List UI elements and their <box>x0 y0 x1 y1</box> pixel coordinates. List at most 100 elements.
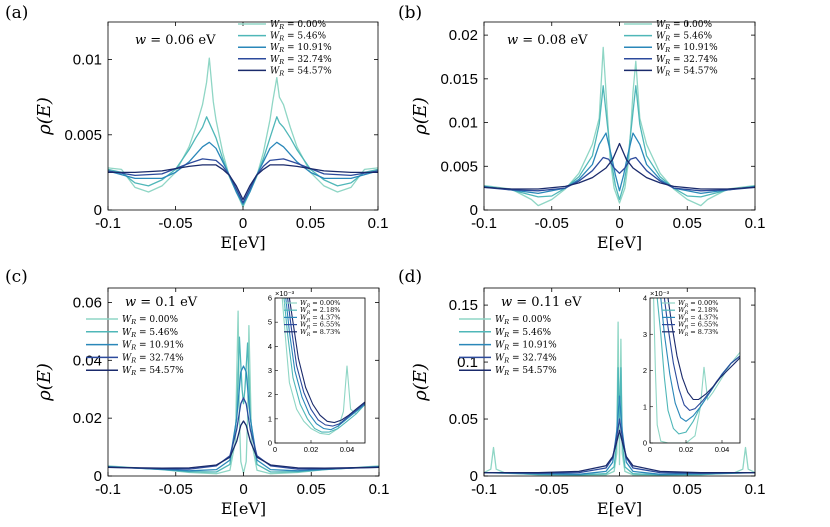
inset-legend-label: WR = 2.18% <box>678 306 718 316</box>
inset-legend-label: WR = 4.37% <box>300 313 340 323</box>
y-axis-label: ρ(E) <box>410 97 431 136</box>
series-group <box>108 310 379 475</box>
inset-legend-label: WR = 6.55% <box>678 321 718 331</box>
series-line <box>484 429 755 474</box>
series-line <box>108 116 378 207</box>
legend-label: WR = 32.74% <box>495 353 557 364</box>
series-line <box>484 156 755 192</box>
panel-label: (c) <box>5 267 28 287</box>
inset-y-tick-label: 6 <box>268 294 272 303</box>
inset-series-line <box>283 298 365 433</box>
x-tick-label: 0 <box>239 215 247 232</box>
series-group <box>484 321 755 476</box>
x-tick-label: -0.1 <box>95 481 121 498</box>
x-tick-label: 0.1 <box>368 215 389 232</box>
series-group <box>108 57 378 208</box>
legend-label: WR = 0.00% <box>656 20 712 31</box>
inset-y-tick-label: 1 <box>268 414 272 423</box>
y-tick-label: 0.02 <box>449 27 478 44</box>
legend-label: WR = 5.46% <box>495 328 551 339</box>
series-line <box>108 164 378 201</box>
legend-label: WR = 5.46% <box>270 32 326 43</box>
panel-c: -0.1 -0.05 0 0.05 0.1 0 0.02 0.04 0.06 E[eV] ρ(E) (… <box>5 267 389 518</box>
inset-series-line <box>653 298 740 443</box>
inset-y-tick-label: 0 <box>643 439 647 448</box>
inset-legend-label: WR = 0.00% <box>678 299 718 309</box>
w-annotation: w = 0.1 eV <box>125 295 198 310</box>
inset-series-line <box>288 298 365 424</box>
legend-label: WR = 10.91% <box>656 43 718 54</box>
legend-label: WR = 10.91% <box>495 341 557 352</box>
inset-x-tick-label: 0.04 <box>715 445 730 454</box>
panel-label: (b) <box>398 3 422 23</box>
series-line <box>108 336 379 473</box>
x-tick-label: 0.1 <box>745 481 766 498</box>
series-line <box>108 397 379 470</box>
legend-label: WR = 0.00% <box>495 315 551 326</box>
series-line <box>108 141 378 205</box>
y-tick-label: 0.05 <box>449 411 478 428</box>
series-line <box>108 365 379 472</box>
x-axis-label: E[eV] <box>597 233 642 252</box>
legend: WR = 0.00% WR = 5.46% WR = 10.91%WR = 32.7… <box>459 315 557 377</box>
inset-legend-label: WR = 8.73% <box>678 328 718 338</box>
inset-x-tick-label: 0.04 <box>340 445 355 454</box>
y-tick-label: 0.01 <box>73 52 102 69</box>
inset-series-line <box>281 298 365 436</box>
x-tick-label: -0.05 <box>159 481 193 498</box>
inset-legend-label: WR = 2.18% <box>300 306 340 316</box>
inset-series-line <box>667 298 740 401</box>
y-tick-label: 0.015 <box>440 71 478 88</box>
inset-legend-label: WR = 6.55% <box>300 321 340 331</box>
y-axis-label: ρ(E) <box>34 97 55 136</box>
legend: WR = 0.00%WR = 5.46%WR = 10.91%WR = 32.7… <box>624 20 718 77</box>
x-tick-label: 0 <box>615 215 623 232</box>
series-line <box>484 132 755 195</box>
x-tick-label: 0.05 <box>296 215 325 232</box>
inset-x-tick-label: 0.02 <box>304 445 319 454</box>
panel-b: -0.1 -0.05 0 0.05 0.1 0 0.005 0.01 0.015 0.02 E[eV… <box>398 3 765 252</box>
inset-legend-label: WR = 0.00% <box>300 299 340 309</box>
legend-label: WR = 0.00% <box>270 20 326 31</box>
x-tick-label: -0.1 <box>471 481 497 498</box>
series-line <box>484 395 755 475</box>
inset-series-group <box>653 298 740 443</box>
series-line <box>108 158 378 204</box>
axes-box <box>107 21 379 211</box>
y-axis-label: ρ(E) <box>410 363 431 402</box>
y-tick-label: 0 <box>94 202 102 219</box>
x-tick-label: 0 <box>239 481 247 498</box>
x-tick-label: 0 <box>615 481 623 498</box>
inset-x-tick-label: 0 <box>273 445 277 454</box>
inset-legend-label: WR = 8.73% <box>300 328 340 338</box>
x-tick-label: 0.05 <box>673 215 702 232</box>
inset-y-tick-label: 3 <box>643 330 647 339</box>
legend-label: WR = 54.57% <box>656 66 718 77</box>
legend-label: WR = 54.57% <box>122 366 184 377</box>
y-tick-label: 0.06 <box>73 294 102 311</box>
x-axis-label: E[eV] <box>597 499 642 518</box>
y-tick-label: 0.01 <box>449 115 478 132</box>
series-line <box>484 418 755 474</box>
inset-y-tick-label: 2 <box>643 366 647 375</box>
y-tick-label: 0.04 <box>73 352 102 369</box>
x-tick-label: -0.1 <box>95 215 121 232</box>
series-line <box>484 142 755 190</box>
inset-y-tick-label: 4 <box>268 342 272 351</box>
inset-series-line <box>285 298 365 431</box>
series-line <box>108 57 378 208</box>
y-tick-label: 0 <box>470 202 478 219</box>
inset-y-tick-label: 1 <box>643 402 647 411</box>
y-tick-label: 0.15 <box>449 297 478 314</box>
series-line <box>484 46 755 207</box>
series-line <box>484 321 755 476</box>
x-axis-label: E[eV] <box>221 499 266 518</box>
x-tick-label: 0.1 <box>745 215 766 232</box>
panel-label: (d) <box>398 267 422 287</box>
legend-label: WR = 32.74% <box>122 353 184 364</box>
w-annotation: w = 0.08 eV <box>507 33 588 48</box>
legend-label: WR = 54.57% <box>270 66 332 77</box>
inset-series-line <box>287 298 365 427</box>
w-annotation: w = 0.11 eV <box>501 295 582 310</box>
